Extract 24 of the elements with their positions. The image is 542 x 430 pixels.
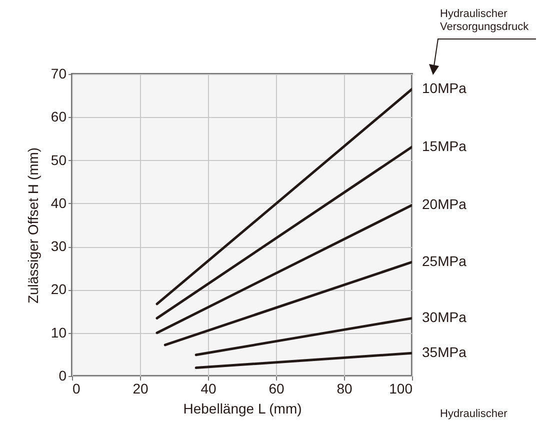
series-label: 35MPa xyxy=(422,344,467,360)
y-tick-label: 50 xyxy=(50,152,67,168)
y-tick-label: 30 xyxy=(50,238,67,254)
y-tick-label: 10 xyxy=(50,324,67,340)
text: Hydraulischer xyxy=(440,408,508,421)
x-tick-label: 100 xyxy=(389,380,413,396)
y-tick-label: 70 xyxy=(50,66,67,82)
series-label: 25MPa xyxy=(422,253,467,270)
y-tick-label: 60 xyxy=(50,108,67,125)
x-axis-title: Hebellänge L (mm) xyxy=(183,400,302,416)
y-axis-title: Zulässiger Offset H (mm) xyxy=(24,147,41,304)
y-tick-label: 20 xyxy=(50,281,67,298)
x-tick-label: 40 xyxy=(200,380,216,396)
y-tick-label: 40 xyxy=(50,194,67,211)
text: Hydraulischer Versorgungsdruck xyxy=(440,8,529,34)
x-tick-label: 60 xyxy=(268,380,284,396)
series-label: 30MPa xyxy=(422,309,467,326)
legend-label: 10MPa xyxy=(422,80,467,96)
x-tick-label: 80 xyxy=(336,380,352,396)
y-tick-label: 0 xyxy=(58,368,67,384)
x-tick-label: 0 xyxy=(72,380,80,396)
series-label: 20MPa xyxy=(422,196,467,212)
series-label: 15MPa xyxy=(422,138,467,154)
x-tick-label: 20 xyxy=(132,380,148,396)
